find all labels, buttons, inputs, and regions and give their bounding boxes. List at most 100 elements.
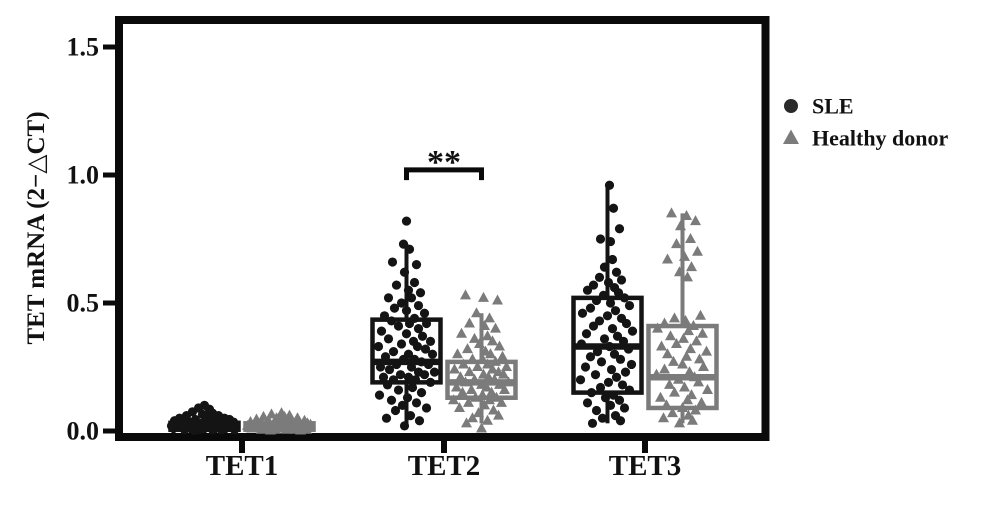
scatter-point-sle-tet3 <box>594 316 605 326</box>
scatter-point-sle-tet2 <box>393 385 404 395</box>
scatter-point-healthy-donor-tet3 <box>664 378 675 389</box>
scatter-point-healthy-donor-tet1 <box>281 423 292 434</box>
scatter-point-sle-tet2 <box>399 267 410 277</box>
scatter-point-healthy-donor-tet3 <box>671 238 682 249</box>
scatter-point-sle-tet3 <box>607 254 618 265</box>
scatter-point-sle-tet3 <box>580 362 591 372</box>
scatter-point-sle-tet3 <box>624 385 635 395</box>
scatter-point-sle-tet2 <box>423 359 434 370</box>
scatter-point-healthy-donor-tet2 <box>501 361 512 371</box>
scatter-point-sle-tet3 <box>621 318 632 329</box>
scatter-point-sle-tet2 <box>379 311 390 321</box>
scatter-point-healthy-donor-tet2 <box>448 394 459 405</box>
y-axis-tick-label: 0.0 <box>67 417 100 446</box>
scatter-point-healthy-donor-tet3 <box>680 314 691 325</box>
scatter-point-healthy-donor-tet2 <box>494 378 505 389</box>
scatter-point-sle-tet2 <box>420 344 431 354</box>
scatter-point-healthy-donor-tet3 <box>659 317 670 328</box>
scatter-point-sle-tet2 <box>401 216 412 226</box>
scatter-point-sle-tet2 <box>390 405 401 416</box>
scatter-point-sle-tet3 <box>615 416 626 426</box>
scatter-point-sle-tet2 <box>404 244 415 254</box>
scatter-point-healthy-donor-tet2 <box>458 358 469 369</box>
scatter-point-healthy-donor-tet3 <box>673 373 684 384</box>
scatter-point-healthy-donor-tet2 <box>491 391 502 402</box>
scatter-point-healthy-donor-tet2 <box>461 417 472 428</box>
x-axis-tick-label-tet3: TET3 <box>609 450 682 482</box>
scatter-point-healthy-donor-tet3 <box>671 337 682 348</box>
scatter-point-sle-tet3 <box>609 349 620 359</box>
scatter-point-healthy-donor-tet3 <box>697 327 708 338</box>
significance-stars: ** <box>427 144 461 181</box>
scatter-point-healthy-donor-tet2 <box>477 389 488 400</box>
scatter-point-sle-tet2 <box>398 354 409 364</box>
scatter-point-sle-tet3 <box>608 390 619 400</box>
scatter-point-healthy-donor-tet3 <box>684 366 695 377</box>
scatter-point-healthy-donor-tet3 <box>695 309 706 320</box>
scatter-point-healthy-donor-tet2 <box>452 348 463 359</box>
scatter-point-sle-tet3 <box>585 352 596 362</box>
scatter-point-healthy-donor-tet2 <box>462 343 473 354</box>
scatter-point-sle-tet3 <box>626 359 637 370</box>
scatter-point-healthy-donor-tet2 <box>494 340 505 351</box>
scatter-point-healthy-donor-tet1 <box>265 424 276 435</box>
scatter-point-sle-tet2 <box>375 362 386 372</box>
scatter-point-healthy-donor-tet2 <box>449 363 460 374</box>
scatter-point-sle-tet2 <box>386 395 397 405</box>
scatter-point-healthy-donor-tet3 <box>678 332 689 343</box>
scatter-point-sle-tet3 <box>618 336 629 346</box>
scatter-point-healthy-donor-tet2 <box>488 404 499 415</box>
scatter-point-healthy-donor-tet2 <box>484 312 495 323</box>
scatter-point-sle-tet3 <box>620 367 631 377</box>
scatter-point-sle-tet2 <box>407 382 418 393</box>
scatter-point-healthy-donor-tet3 <box>651 368 662 379</box>
scatter-point-sle-tet2 <box>429 367 440 377</box>
scatter-point-sle-tet3 <box>617 380 628 390</box>
scatter-point-sle-tet1 <box>216 425 227 435</box>
scatter-point-sle-tet2 <box>388 375 399 385</box>
scatter-point-sle-tet2 <box>419 308 430 318</box>
scatter-point-healthy-donor-tet2 <box>469 373 480 384</box>
scatter-point-healthy-donor-tet3 <box>687 414 698 425</box>
scatter-point-sle-tet3 <box>600 393 611 403</box>
scatter-point-sle-tet3 <box>611 267 622 277</box>
scatter-point-healthy-donor-tet2 <box>487 335 498 346</box>
scatter-point-sle-tet2 <box>401 306 412 316</box>
scatter-point-sle-tet3 <box>623 344 634 354</box>
scatter-point-sle-tet3 <box>587 418 598 428</box>
scatter-point-sle-tet2 <box>396 339 407 349</box>
scatter-point-healthy-donor-tet3 <box>675 220 686 231</box>
scatter-point-sle-tet2 <box>380 352 391 362</box>
scatter-point-sle-tet2 <box>402 393 413 403</box>
scatter-point-sle-tet3 <box>577 308 588 318</box>
scatter-point-healthy-donor-tet2 <box>479 399 490 410</box>
scatter-point-healthy-donor-tet3 <box>677 401 688 412</box>
scatter-point-healthy-donor-tet2 <box>490 355 501 366</box>
scatter-point-sle-tet1 <box>229 425 240 435</box>
scatter-point-healthy-donor-tet3 <box>662 253 673 264</box>
scatter-point-healthy-donor-tet2 <box>503 376 514 387</box>
scatter-point-sle-tet2 <box>389 303 400 313</box>
scatter-point-sle-tet1 <box>207 425 218 435</box>
scatter-point-healthy-donor-tet2 <box>490 322 501 333</box>
scatter-point-sle-tet3 <box>605 298 616 308</box>
scatter-point-sle-tet3 <box>591 295 602 306</box>
scatter-point-healthy-donor-tet3 <box>656 340 667 351</box>
scatter-point-healthy-donor-tet2 <box>464 317 475 328</box>
scatter-point-sle-tet2 <box>387 257 398 267</box>
scatter-point-sle-tet2 <box>416 388 427 398</box>
scatter-point-healthy-donor-tet3 <box>668 355 679 366</box>
scatter-point-healthy-donor-tet3 <box>659 363 670 374</box>
scatter-point-healthy-donor-tet2 <box>456 327 467 338</box>
scatter-point-healthy-donor-tet2 <box>478 291 489 302</box>
scatter-point-healthy-donor-tet3 <box>681 209 692 220</box>
scatter-point-healthy-donor-tet3 <box>688 320 699 331</box>
scatter-point-sle-tet2 <box>383 293 394 303</box>
significance-bracket <box>404 167 484 181</box>
scatter-point-sle-tet3 <box>615 354 626 364</box>
scatter-point-sle-tet2 <box>412 341 423 352</box>
scatter-point-healthy-donor-tet2 <box>493 409 504 420</box>
scatter-point-sle-tet2 <box>406 362 417 372</box>
scatter-point-sle-tet2 <box>404 318 415 329</box>
scatter-point-sle-tet3 <box>603 277 614 288</box>
